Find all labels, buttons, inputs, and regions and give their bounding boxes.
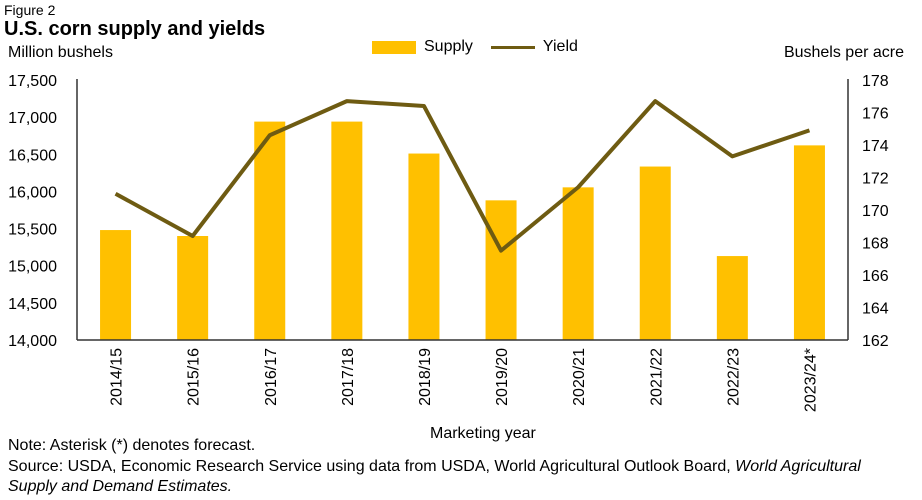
legend-yield-label: Yield <box>542 38 578 55</box>
line-yield <box>114 99 811 253</box>
source-italic: World Agricultural Supply and Demand Est… <box>8 458 861 495</box>
x-tick-label: 2018/19 <box>417 348 434 406</box>
y-tick-label: 15,000 <box>8 259 57 276</box>
x-tick-label: 2019/20 <box>494 348 511 406</box>
y2-tick-label: 176 <box>862 106 889 123</box>
x-axis-label: Marketing year <box>430 425 536 442</box>
legend-supply-label: Supply <box>424 38 473 55</box>
x-tick-label: 2021/22 <box>648 348 665 406</box>
note-text: Note: Asterisk (*) denotes forecast. <box>8 437 256 454</box>
x-tick-label: 2020/21 <box>571 348 588 406</box>
bar-supply-2016/17 <box>254 121 286 340</box>
legend-supply-swatch <box>372 40 416 54</box>
x-tick-label: 2014/15 <box>109 348 126 406</box>
bar-supply-2023/24* <box>793 145 825 340</box>
y-tick-label: 17,000 <box>8 110 57 127</box>
y2-tick-label: 170 <box>862 203 889 220</box>
y-tick-label: 17,500 <box>8 73 57 90</box>
bar-supply-2019/20 <box>485 200 517 340</box>
y-tick-label: 16,500 <box>8 147 57 164</box>
y-tick-label: 14,000 <box>8 333 57 350</box>
x-tick-label: 2017/18 <box>340 348 357 406</box>
y2-tick-label: 174 <box>862 138 889 155</box>
chart-title: U.S. corn supply and yields <box>4 18 266 40</box>
bar-supply-2020/21 <box>562 187 594 340</box>
y2-tick-label: 172 <box>862 171 889 188</box>
bar-supply-2018/19 <box>408 153 440 340</box>
x-tick-label: 2016/17 <box>263 348 280 406</box>
bar-supply-2022/23 <box>716 256 748 340</box>
bar-supply-2017/18 <box>331 121 363 340</box>
y-tick-label: 15,500 <box>8 222 57 239</box>
x-tick-label: 2015/16 <box>186 348 203 406</box>
x-tick-label: 2022/23 <box>725 348 742 406</box>
figure-label: Figure 2 <box>4 2 56 18</box>
bar-supply-2015/16 <box>177 236 209 340</box>
legend: Supply Yield <box>372 38 578 56</box>
y2-tick-label: 168 <box>862 236 889 253</box>
bar-supply-2014/15 <box>100 230 132 340</box>
y2-tick-label: 178 <box>862 73 889 90</box>
y2-tick-label: 164 <box>862 301 889 318</box>
bar-supply-2021/22 <box>639 166 671 340</box>
y-axis-label: Million bushels <box>8 44 113 61</box>
legend-yield-swatch <box>490 45 535 49</box>
x-tick-label: 2023/24* <box>802 348 819 412</box>
y2-tick-label: 162 <box>862 333 889 350</box>
y-tick-label: 14,500 <box>8 296 57 313</box>
source-text: Source: USDA, Economic Research Service … <box>8 457 908 497</box>
y-tick-label: 16,000 <box>8 184 57 201</box>
source-plain: Source: USDA, Economic Research Service … <box>8 458 736 475</box>
y2-axis-label: Bushels per acre <box>783 44 904 61</box>
y2-tick-label: 166 <box>862 268 889 285</box>
